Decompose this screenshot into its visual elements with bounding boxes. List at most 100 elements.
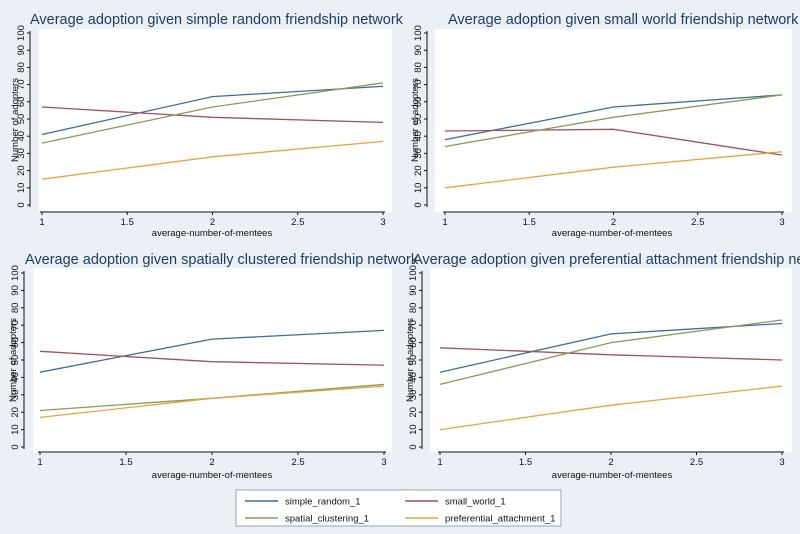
y-tick-label: 90 <box>408 285 419 296</box>
series-line-spatial-clustering-1 <box>439 319 783 386</box>
x-axis-label: average-number-of-mentees <box>552 470 673 481</box>
y-axis-label: Number of adopters <box>405 318 416 402</box>
y-tick-label: 80 <box>10 303 21 314</box>
x-tick-label: 2.5 <box>291 217 304 228</box>
series-line-simple-random-1 <box>444 94 783 141</box>
series-line-spatial-clustering-1 <box>41 82 384 144</box>
y-tick-label: 10 <box>16 183 27 194</box>
x-tick-label: 2.5 <box>291 457 304 468</box>
legend: simple_random_1 small_world_1 spatial_clus… <box>235 489 562 527</box>
y-tick-label: 20 <box>16 165 27 176</box>
y-tick-label: 30 <box>16 148 27 159</box>
y-tick-label: 100 <box>413 25 424 41</box>
legend-label-spatial-clustering-1: spatial_clustering_1 <box>285 514 369 525</box>
y-tick-label: 0 <box>408 444 419 449</box>
plot-area <box>33 268 392 452</box>
y-tick-label: 90 <box>413 45 424 56</box>
legend-box <box>235 489 562 527</box>
y-tick-label: 40 <box>10 372 21 383</box>
x-tick-label: 2 <box>611 217 616 228</box>
x-tick-label: 1 <box>442 217 447 228</box>
y-tick-label: 70 <box>10 320 21 331</box>
y-tick-label: 90 <box>10 285 21 296</box>
x-tick-label: 1 <box>37 457 42 468</box>
chart-panel-4: Average adoption given preferential atta… <box>405 252 800 481</box>
legend-label-small-world-1: small_world_1 <box>445 497 506 508</box>
y-tick-label: 60 <box>10 337 21 348</box>
x-tick-label: 1.5 <box>119 457 132 468</box>
y-tick-label: 40 <box>16 131 27 142</box>
x-tick-label: 2 <box>209 457 214 468</box>
x-tick-label: 1.5 <box>523 217 536 228</box>
series-line-preferential-attachment-1 <box>41 140 384 180</box>
chart-title: Average adoption given small world frien… <box>448 12 799 28</box>
y-tick-label: 10 <box>408 424 419 435</box>
y-tick-label: 40 <box>413 131 424 142</box>
x-tick-label: 1 <box>39 217 44 228</box>
chart-panel-1: Average adoption given simple random fri… <box>10 12 404 239</box>
y-tick-label: 50 <box>408 355 419 366</box>
series-line-small-world-1 <box>39 350 385 366</box>
chart-title: Average adoption given spatially cluster… <box>25 252 419 268</box>
chart-title: Average adoption given simple random fri… <box>30 12 404 28</box>
plot-area <box>435 29 792 212</box>
series-line-preferential-attachment-1 <box>444 151 783 189</box>
y-axis-label: Number of adopters <box>410 78 421 162</box>
y-tick-label: 90 <box>16 45 27 56</box>
y-tick-label: 30 <box>10 390 21 401</box>
x-tick-label: 3 <box>779 457 784 468</box>
y-tick-label: 80 <box>16 62 27 73</box>
y-tick-label: 20 <box>10 407 21 418</box>
series-line-preferential-attachment-1 <box>39 385 385 419</box>
y-axis-label: Number of adopters <box>10 78 21 162</box>
y-axis-label: Number of adopters <box>8 318 19 402</box>
y-tick-label: 20 <box>413 165 424 176</box>
y-tick-label: 100 <box>10 265 21 281</box>
y-tick-label: 70 <box>408 320 419 331</box>
y-tick-label: 80 <box>408 303 419 314</box>
x-tick-label: 1.5 <box>121 217 134 228</box>
y-tick-label: 100 <box>16 25 27 41</box>
legend-label-preferential-attachment-1: preferential_attachment_1 <box>445 514 555 525</box>
x-tick-label: 3 <box>381 457 386 468</box>
x-axis-label: average-number-of-mentees <box>552 228 673 239</box>
y-tick-label: 50 <box>413 114 424 125</box>
x-tick-label: 1 <box>437 457 442 468</box>
y-tick-label: 0 <box>10 444 21 449</box>
x-tick-label: 2.5 <box>690 457 703 468</box>
y-tick-label: 70 <box>16 79 27 90</box>
y-tick-label: 0 <box>16 202 27 207</box>
x-tick-label: 1.5 <box>519 457 532 468</box>
y-tick-label: 70 <box>413 79 424 90</box>
series-line-small-world-1 <box>444 128 783 156</box>
chart-title: Average adoption given preferential atta… <box>413 252 800 268</box>
series-line-spatial-clustering-1 <box>444 94 783 148</box>
legend-label-simple-random-1: simple_random_1 <box>285 497 361 508</box>
series-line-simple-random-1 <box>41 85 384 136</box>
y-tick-label: 60 <box>408 337 419 348</box>
x-tick-label: 2 <box>210 217 215 228</box>
x-axis-label: average-number-of-mentees <box>152 228 273 239</box>
series-line-small-world-1 <box>439 347 783 361</box>
chart-panel-3: Average adoption given spatially cluster… <box>8 252 419 481</box>
y-tick-label: 10 <box>10 424 21 435</box>
x-tick-label: 2.5 <box>691 217 704 228</box>
y-tick-label: 30 <box>413 148 424 159</box>
y-tick-label: 60 <box>16 97 27 108</box>
x-tick-label: 2 <box>608 457 613 468</box>
x-axis-label: average-number-of-mentees <box>152 470 273 481</box>
y-tick-label: 10 <box>413 183 424 194</box>
series-line-preferential-attachment-1 <box>439 385 783 431</box>
series-line-simple-random-1 <box>39 329 385 373</box>
x-tick-label: 3 <box>380 217 385 228</box>
series-line-small-world-1 <box>41 106 384 124</box>
y-tick-label: 80 <box>413 62 424 73</box>
chart-panel-2: Average adoption given small world frien… <box>410 12 799 239</box>
x-tick-label: 3 <box>779 217 784 228</box>
y-tick-label: 40 <box>408 372 419 383</box>
plot-area <box>430 268 792 452</box>
y-tick-label: 100 <box>408 265 419 281</box>
y-tick-label: 30 <box>408 390 419 401</box>
y-tick-label: 20 <box>408 407 419 418</box>
